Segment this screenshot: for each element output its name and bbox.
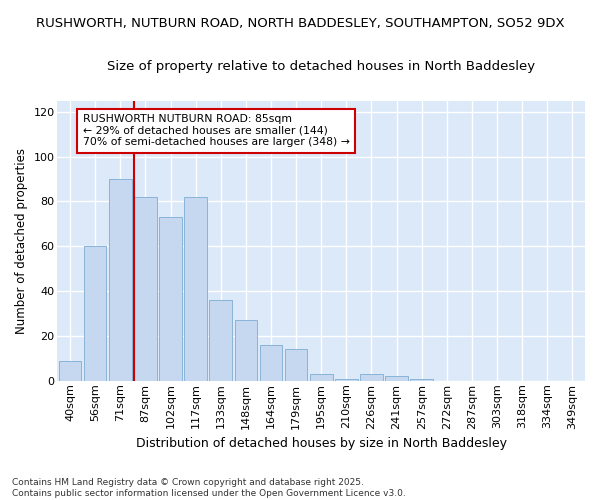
Text: RUSHWORTH NUTBURN ROAD: 85sqm
← 29% of detached houses are smaller (144)
70% of : RUSHWORTH NUTBURN ROAD: 85sqm ← 29% of d… [83, 114, 349, 147]
Bar [84, 246, 106, 381]
Bar [134, 197, 157, 381]
Bar [260, 345, 282, 381]
Bar [109, 179, 131, 381]
Bar [235, 320, 257, 381]
Text: RUSHWORTH, NUTBURN ROAD, NORTH BADDESLEY, SOUTHAMPTON, SO52 9DX: RUSHWORTH, NUTBURN ROAD, NORTH BADDESLEY… [35, 18, 565, 30]
Bar [59, 360, 82, 381]
Bar [410, 378, 433, 381]
Bar [385, 376, 408, 381]
Bar [184, 197, 207, 381]
Text: Contains HM Land Registry data © Crown copyright and database right 2025.
Contai: Contains HM Land Registry data © Crown c… [12, 478, 406, 498]
Title: Size of property relative to detached houses in North Baddesley: Size of property relative to detached ho… [107, 60, 535, 73]
Bar [159, 217, 182, 381]
Bar [285, 350, 307, 381]
Y-axis label: Number of detached properties: Number of detached properties [15, 148, 28, 334]
Bar [335, 378, 358, 381]
Bar [360, 374, 383, 381]
Bar [310, 374, 332, 381]
Bar [209, 300, 232, 381]
X-axis label: Distribution of detached houses by size in North Baddesley: Distribution of detached houses by size … [136, 437, 507, 450]
